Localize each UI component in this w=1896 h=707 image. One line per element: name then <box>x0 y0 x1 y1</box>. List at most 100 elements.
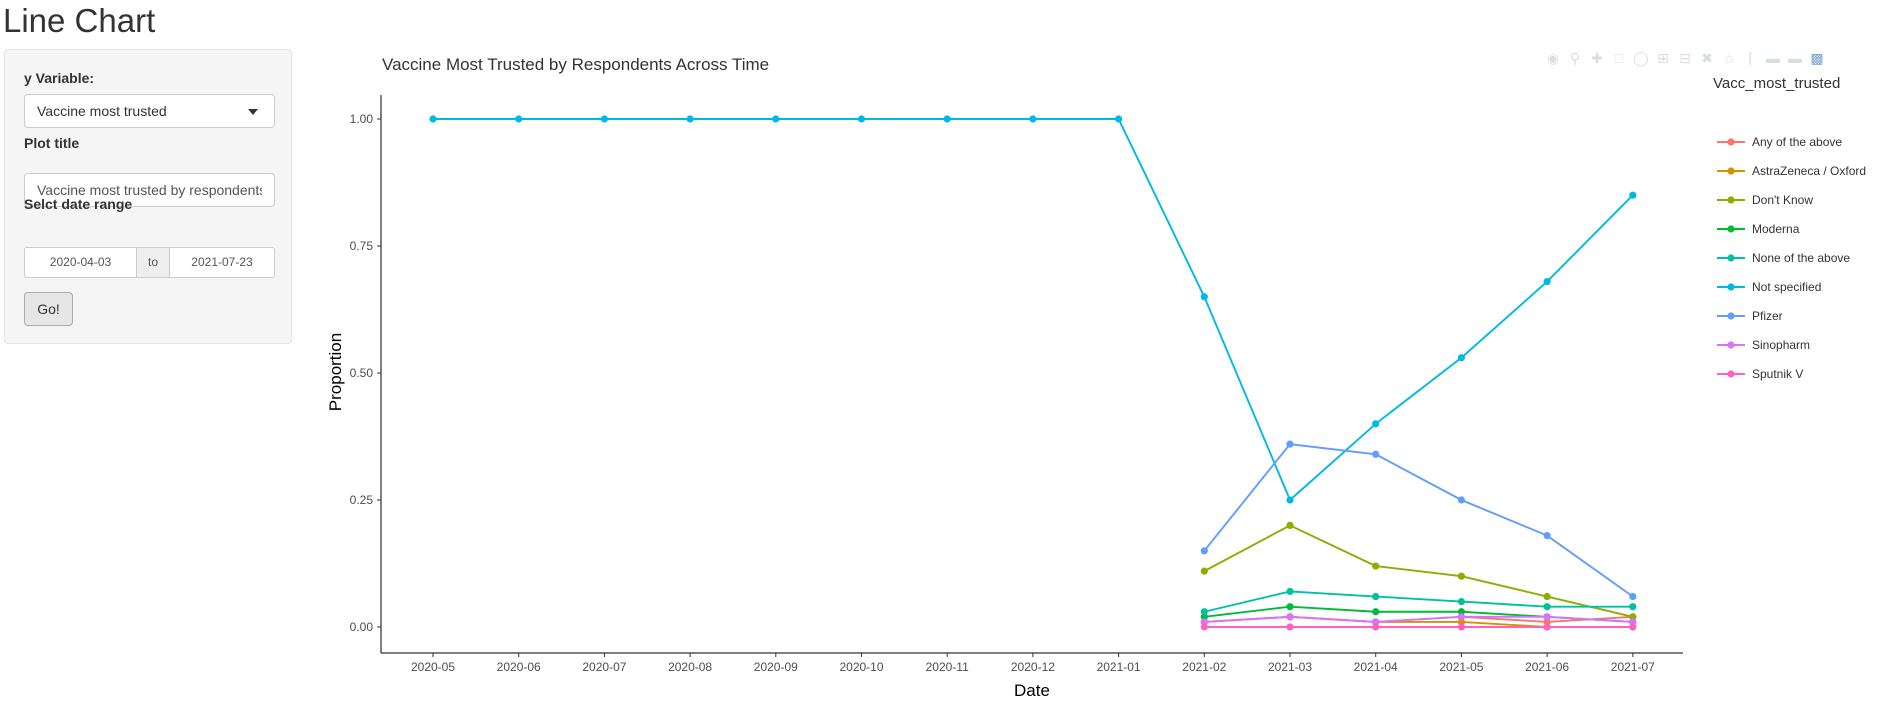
plotly-logo-icon[interactable]: ▩ <box>1810 50 1824 66</box>
data-point[interactable] <box>1286 496 1294 504</box>
data-point[interactable] <box>1372 623 1380 631</box>
data-point[interactable] <box>1629 191 1637 199</box>
x-tick-label: 2020-08 <box>668 660 712 674</box>
y-tick-label: 0.00 <box>350 620 374 634</box>
data-point[interactable] <box>1115 115 1123 123</box>
data-point[interactable] <box>1629 623 1637 631</box>
legend-marker <box>1727 138 1735 146</box>
data-point[interactable] <box>1457 618 1465 626</box>
legend: Any of the above AstraZeneca / Oxford Don'… <box>1717 135 1866 381</box>
box-select-icon[interactable]: □ <box>1614 50 1624 66</box>
autoscale-icon[interactable]: ✖ <box>1701 50 1713 66</box>
date-end-input[interactable]: 2021-07-23 <box>169 247 275 278</box>
y-tick-label: 0.75 <box>350 239 374 253</box>
reset-axes-icon[interactable]: ⌂ <box>1724 50 1734 66</box>
legend-item[interactable]: AstraZeneca / Oxford <box>1717 164 1866 178</box>
data-point[interactable] <box>857 115 866 123</box>
data-point[interactable] <box>1457 572 1465 580</box>
legend-item[interactable]: Don't Know <box>1717 193 1813 207</box>
spike-lines-icon[interactable]: ⌈ <box>1748 50 1754 66</box>
app-title: Line Chart <box>3 2 156 39</box>
x-tick-label: 2021-07 <box>1611 660 1655 674</box>
date-range-label: Selct date range <box>24 196 133 212</box>
data-point[interactable] <box>943 115 951 123</box>
legend-marker <box>1727 254 1735 262</box>
y-tick-label: 1.00 <box>350 112 374 126</box>
data-point[interactable] <box>1029 115 1037 123</box>
data-point[interactable] <box>1629 618 1637 626</box>
y-tick-label: 0.50 <box>350 366 374 380</box>
data-point[interactable] <box>1372 562 1380 570</box>
data-point[interactable] <box>1543 618 1551 626</box>
plot-title-input[interactable] <box>24 173 275 207</box>
x-tick-label: 2020-09 <box>754 660 798 674</box>
series-line <box>1203 524 1634 618</box>
data-point[interactable] <box>1372 450 1380 458</box>
data-point[interactable] <box>1372 608 1380 616</box>
data-point[interactable] <box>1629 592 1637 601</box>
lasso-icon[interactable]: ◯ <box>1633 50 1649 66</box>
data-point[interactable] <box>1543 277 1551 286</box>
data-point[interactable] <box>1200 623 1208 631</box>
zoom-in-icon[interactable]: ⊞ <box>1657 50 1669 66</box>
data-point[interactable] <box>1457 623 1465 631</box>
zoom-icon[interactable]: ⚲ <box>1569 50 1581 66</box>
legend-label: Moderna <box>1752 222 1800 236</box>
data-point[interactable] <box>1543 531 1551 540</box>
data-point[interactable] <box>1543 613 1551 621</box>
data-point[interactable] <box>515 115 523 123</box>
data-point[interactable] <box>1629 603 1637 611</box>
data-point[interactable] <box>1286 587 1294 596</box>
x-tick-label: 2021-01 <box>1097 660 1141 674</box>
y-variable-value: Vaccine most trusted <box>37 103 167 119</box>
plot-title-label: Plot title <box>24 135 80 151</box>
data-point[interactable] <box>1543 603 1551 611</box>
data-point[interactable] <box>1629 613 1637 621</box>
legend-label: Don't Know <box>1752 193 1813 207</box>
data-point[interactable] <box>1200 613 1208 621</box>
legend-item[interactable]: Pfizer <box>1717 309 1783 323</box>
data-point[interactable] <box>1200 547 1208 555</box>
data-point[interactable] <box>1372 420 1380 428</box>
data-point[interactable] <box>1286 613 1294 621</box>
data-point[interactable] <box>1543 592 1551 601</box>
camera-icon[interactable]: ◉ <box>1546 50 1560 66</box>
pan-icon[interactable]: ✚ <box>1591 50 1603 66</box>
data-point[interactable] <box>600 115 609 123</box>
data-point[interactable] <box>1457 496 1465 504</box>
legend-marker <box>1727 167 1735 175</box>
data-point[interactable] <box>1200 618 1208 626</box>
data-point[interactable] <box>1457 613 1465 621</box>
hover-compare-icon[interactable]: ▬ <box>1788 50 1802 66</box>
zoom-out-icon[interactable]: ⊟ <box>1679 50 1691 66</box>
y-variable-select[interactable]: Vaccine most trusted <box>24 94 275 128</box>
date-start-input[interactable]: 2020-04-03 <box>24 247 137 278</box>
series-line <box>433 118 1634 502</box>
legend-label: Sinopharm <box>1752 338 1810 352</box>
data-point[interactable] <box>1200 567 1208 575</box>
data-point[interactable] <box>1286 521 1294 530</box>
legend-item[interactable]: Not specified <box>1717 280 1821 294</box>
y-tick-label: 0.25 <box>350 493 374 507</box>
legend-item[interactable]: Sinopharm <box>1717 338 1810 352</box>
data-point[interactable] <box>1457 608 1465 616</box>
data-point[interactable] <box>1372 618 1380 626</box>
data-point[interactable] <box>1200 293 1208 301</box>
go-button[interactable]: Go! <box>24 292 73 326</box>
hover-closest-icon[interactable]: ▬ <box>1766 50 1780 66</box>
data-point[interactable] <box>1286 440 1294 448</box>
data-point[interactable] <box>1286 603 1294 611</box>
data-point[interactable] <box>1543 623 1551 631</box>
data-point[interactable] <box>429 115 437 123</box>
data-point[interactable] <box>1457 354 1465 362</box>
legend-item[interactable]: None of the above <box>1717 251 1850 265</box>
data-point[interactable] <box>1457 598 1465 606</box>
data-point[interactable] <box>772 115 780 123</box>
data-point[interactable] <box>1372 592 1380 601</box>
data-point[interactable] <box>686 115 694 123</box>
data-point[interactable] <box>1200 608 1208 616</box>
legend-item[interactable]: Moderna <box>1717 222 1800 236</box>
legend-item[interactable]: Sputnik V <box>1717 367 1803 381</box>
data-point[interactable] <box>1286 623 1294 631</box>
legend-item[interactable]: Any of the above <box>1717 135 1842 149</box>
